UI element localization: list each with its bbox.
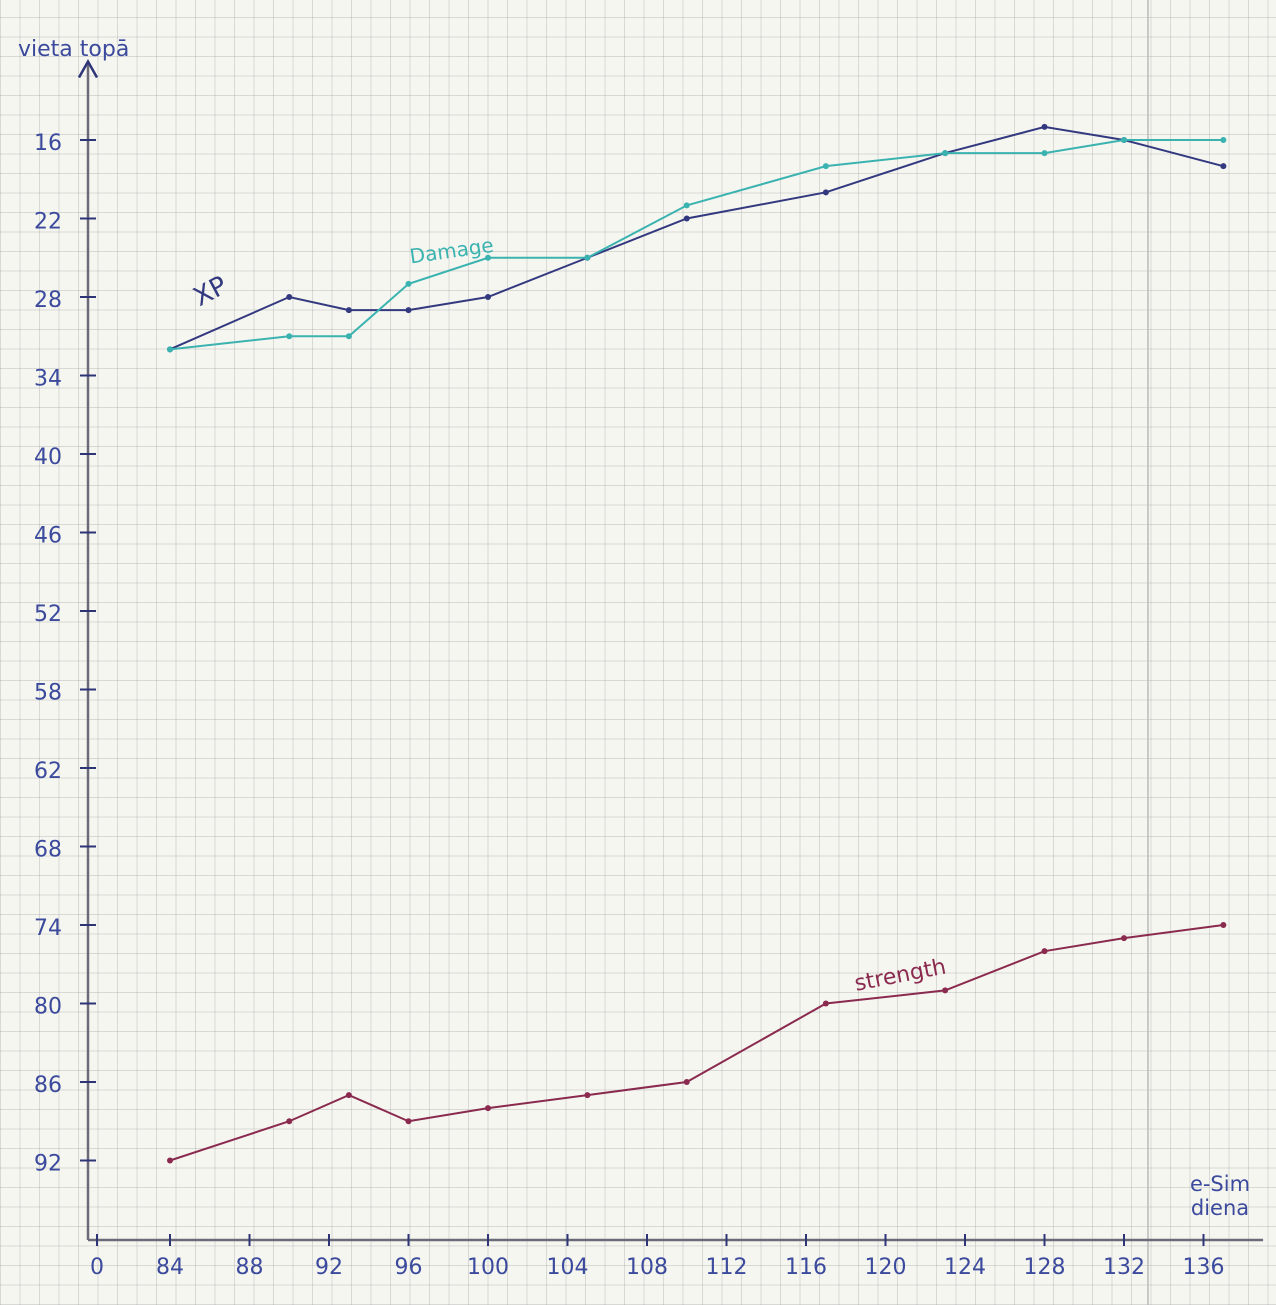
x-tick-label: 104 [547, 1255, 589, 1280]
series-label: strength [853, 955, 949, 997]
x-tick-label: 136 [1183, 1255, 1225, 1280]
x-tick-label: 108 [626, 1255, 668, 1280]
data-point [485, 1105, 491, 1112]
y-tick-label: 52 [34, 602, 62, 627]
x-tick-label: 0 [90, 1255, 104, 1280]
x-tick-label: 100 [467, 1255, 509, 1280]
data-point [345, 333, 352, 340]
data-point [683, 1079, 690, 1085]
y-tick-label: 40 [34, 445, 62, 470]
x-tick-label: 112 [706, 1255, 748, 1280]
y-axis-arrow [77, 58, 99, 79]
series-line [169, 125, 1224, 351]
x-tick-label: 116 [785, 1255, 827, 1280]
y-tick-label: 22 [34, 210, 62, 235]
data-point [683, 202, 690, 209]
data-point [286, 333, 293, 340]
data-point [1041, 123, 1048, 130]
data-point [1220, 137, 1227, 143]
y-tick-label: 28 [34, 288, 62, 313]
data-point [822, 189, 829, 196]
x-tick-label: 92 [315, 1255, 343, 1280]
y-tick-label: 62 [34, 759, 62, 784]
series-label: Damage [408, 233, 495, 269]
y-tick-label: 92 [34, 1152, 62, 1177]
series-line [169, 924, 1224, 1162]
data-point [822, 1000, 829, 1007]
x-tick-label: 88 [236, 1255, 264, 1280]
x-axis-title: e-Sim diena [1189, 1172, 1251, 1220]
data-point [584, 1092, 591, 1099]
data-point [584, 254, 591, 261]
data-point [345, 1092, 352, 1099]
series-line [169, 139, 1224, 351]
x-tick-label: 96 [395, 1255, 423, 1280]
data-point [942, 150, 949, 157]
y-tick-label: 86 [34, 1073, 62, 1098]
data-point [1041, 948, 1048, 955]
y-tick-label: 58 [34, 681, 62, 706]
data-point [822, 163, 829, 170]
data-point [1220, 922, 1227, 928]
y-tick-label: 74 [34, 916, 62, 941]
data-point [1220, 163, 1227, 170]
data-point [405, 307, 412, 314]
data-point [405, 280, 412, 287]
y-axis-title: vieta topā [18, 37, 129, 62]
y-tick-label: 46 [34, 524, 62, 549]
y-tick-label: 16 [34, 131, 62, 156]
data-point [167, 346, 173, 353]
x-tick-label: 124 [944, 1255, 986, 1280]
data-point [485, 294, 491, 300]
x-tick-label: 128 [1024, 1255, 1066, 1280]
data-point [286, 1118, 293, 1125]
data-point [942, 987, 949, 994]
series-label: XP [189, 271, 233, 313]
data-point [1121, 935, 1127, 942]
data-point [1121, 137, 1127, 143]
x-tick-label: 84 [156, 1255, 184, 1280]
y-tick-label: 80 [34, 995, 62, 1020]
data-point [167, 1157, 173, 1164]
data-point [1041, 150, 1048, 157]
y-tick-label: 34 [34, 367, 62, 392]
data-point [485, 254, 491, 261]
data-point [405, 1118, 412, 1125]
y-tick-label: 68 [34, 838, 62, 863]
x-tick-label: 120 [865, 1255, 907, 1280]
data-point [683, 215, 690, 222]
x-tick-label: 132 [1103, 1255, 1145, 1280]
data-point [286, 294, 293, 300]
data-point [345, 307, 352, 314]
